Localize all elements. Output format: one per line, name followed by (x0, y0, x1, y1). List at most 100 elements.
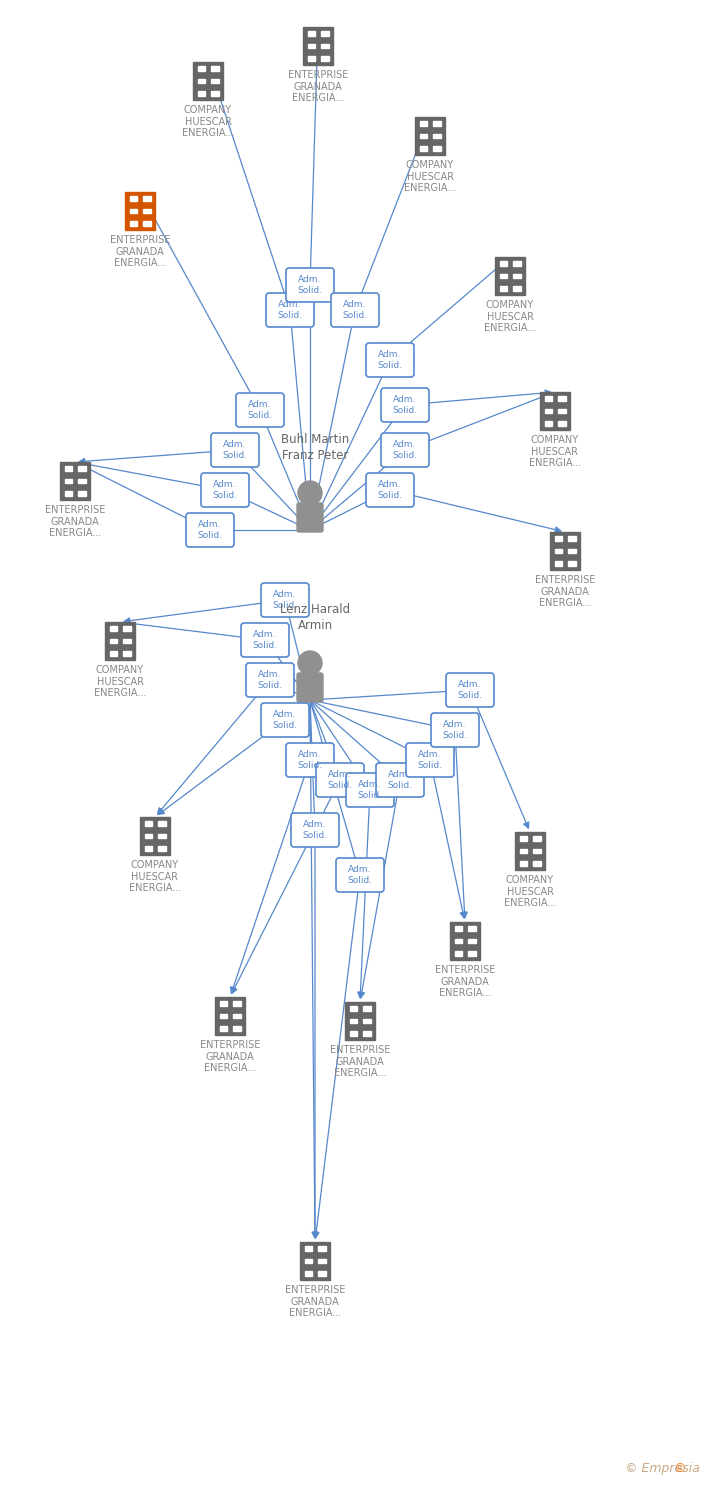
Bar (419, 147, 427, 152)
FancyBboxPatch shape (331, 292, 379, 327)
FancyBboxPatch shape (406, 742, 454, 777)
Bar (130, 196, 138, 201)
Text: Adm.
Solid.: Adm. Solid. (272, 711, 298, 729)
FancyBboxPatch shape (186, 513, 234, 548)
Bar (109, 626, 117, 630)
Text: Adm.
Solid.: Adm. Solid. (443, 720, 467, 740)
Bar (143, 196, 151, 201)
Bar (321, 32, 328, 36)
Text: COMPANY
HUESCAR
ENERGIA...: COMPANY HUESCAR ENERGIA... (129, 859, 181, 892)
Circle shape (298, 651, 322, 675)
Bar (499, 273, 507, 279)
FancyBboxPatch shape (261, 704, 309, 736)
Bar (78, 492, 85, 496)
Text: Adm.
Solid.: Adm. Solid. (272, 591, 298, 609)
Text: Adm.
Solid.: Adm. Solid. (253, 630, 277, 650)
Bar (317, 1246, 325, 1251)
Bar (568, 536, 576, 540)
Text: Buhl Martin
Franz Peter: Buhl Martin Franz Peter (281, 433, 349, 462)
Bar (499, 261, 507, 266)
Bar (513, 261, 521, 266)
Text: © Empresia: © Empresia (625, 1462, 700, 1474)
Bar (130, 209, 138, 213)
Text: Adm.
Solid.: Adm. Solid. (298, 276, 323, 294)
Text: COMPANY
HUESCAR
ENERGIA...: COMPANY HUESCAR ENERGIA... (94, 664, 146, 698)
Bar (304, 1258, 312, 1263)
Bar (300, 1242, 330, 1280)
Bar (197, 78, 205, 84)
Text: Adm.
Solid.: Adm. Solid. (392, 441, 418, 459)
Bar (432, 122, 440, 126)
Bar (220, 1000, 227, 1005)
Bar (105, 622, 135, 660)
Text: Adm.
Solid.: Adm. Solid. (213, 480, 237, 500)
FancyBboxPatch shape (246, 663, 294, 698)
Bar (454, 926, 462, 930)
FancyBboxPatch shape (241, 622, 289, 657)
Bar (197, 66, 205, 70)
Bar (540, 392, 570, 430)
Bar (158, 834, 165, 839)
Bar (495, 256, 525, 296)
Bar (454, 939, 462, 944)
FancyBboxPatch shape (366, 344, 414, 376)
Bar (140, 818, 170, 855)
Bar (220, 1014, 227, 1019)
Bar (419, 122, 427, 126)
Bar (307, 57, 315, 62)
Text: COMPANY
HUESCAR
ENERGIA...: COMPANY HUESCAR ENERGIA... (182, 105, 234, 138)
FancyBboxPatch shape (336, 858, 384, 892)
Bar (317, 1272, 325, 1276)
Bar (144, 821, 152, 825)
FancyBboxPatch shape (381, 388, 429, 422)
Bar (307, 44, 315, 48)
Bar (363, 1032, 371, 1036)
Text: Adm.
Solid.: Adm. Solid. (258, 670, 282, 690)
Bar (143, 209, 151, 213)
Bar (467, 926, 475, 930)
Bar (233, 1026, 240, 1030)
Text: Adm.
Solid.: Adm. Solid. (347, 865, 373, 885)
Bar (65, 466, 72, 471)
FancyBboxPatch shape (201, 472, 249, 507)
Bar (220, 1026, 227, 1030)
Text: Adm.
Solid.: Adm. Solid. (357, 780, 382, 800)
Bar (60, 462, 90, 500)
Bar (520, 836, 527, 840)
Bar (499, 286, 507, 291)
Text: Adm.
Solid.: Adm. Solid. (197, 520, 223, 540)
Bar (158, 821, 165, 825)
Bar (123, 626, 130, 630)
Text: Adm.
Solid.: Adm. Solid. (248, 400, 272, 420)
Bar (321, 57, 328, 62)
Bar (233, 1014, 240, 1019)
Text: COMPANY
HUESCAR
ENERGIA...: COMPANY HUESCAR ENERGIA... (529, 435, 581, 468)
FancyBboxPatch shape (297, 503, 323, 532)
Text: ENTERPRISE
GRANADA
ENERGIA...: ENTERPRISE GRANADA ENERGIA... (45, 506, 105, 538)
Bar (321, 44, 328, 48)
Text: COMPANY
HUESCAR
ENERGIA...: COMPANY HUESCAR ENERGIA... (504, 874, 556, 908)
Bar (349, 1007, 357, 1011)
Bar (109, 639, 117, 644)
Bar (65, 492, 72, 496)
FancyBboxPatch shape (286, 742, 334, 777)
Bar (450, 922, 480, 960)
Bar (533, 836, 540, 840)
Bar (143, 222, 151, 226)
Bar (144, 846, 152, 850)
Circle shape (298, 482, 322, 506)
Bar (467, 951, 475, 956)
Bar (520, 861, 527, 865)
Bar (568, 549, 576, 554)
Text: ENTERPRISE
GRANADA
ENERGIA...: ENTERPRISE GRANADA ENERGIA... (435, 964, 495, 998)
Bar (558, 396, 566, 400)
Bar (304, 1272, 312, 1276)
FancyBboxPatch shape (211, 433, 259, 466)
Bar (467, 939, 475, 944)
Bar (363, 1007, 371, 1011)
Bar (304, 1246, 312, 1251)
Text: Adm.
Solid.: Adm. Solid. (417, 750, 443, 770)
Bar (545, 396, 553, 400)
Bar (363, 1019, 371, 1023)
FancyBboxPatch shape (381, 433, 429, 466)
